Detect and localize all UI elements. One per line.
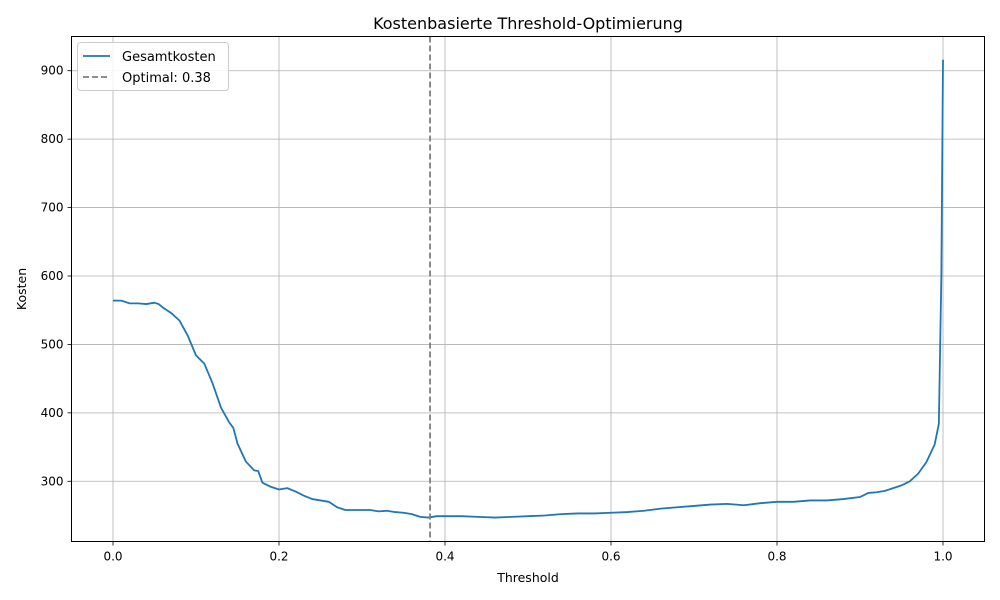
y-tick-label: 600 <box>41 269 64 283</box>
x-tick-label: 1.0 <box>933 550 952 564</box>
legend-box <box>77 42 229 91</box>
grid <box>71 36 985 542</box>
y-tick-label: 300 <box>41 474 64 488</box>
x-tick-label: 0.8 <box>767 550 786 564</box>
legend-label-optimal: Optimal: 0.38 <box>122 71 211 86</box>
x-tick-label: 0.0 <box>103 550 122 564</box>
y-tick-label: 900 <box>41 64 64 78</box>
x-axis: 0.0 0.2 0.4 0.6 0.8 1.0 <box>103 541 953 564</box>
plot-frame <box>71 36 985 542</box>
x-axis-label: Threshold <box>496 570 559 585</box>
y-tick-label: 400 <box>41 406 64 420</box>
y-tick-label: 500 <box>41 337 64 351</box>
chart-title: Kostenbasierte Threshold-Optimierung <box>373 14 683 33</box>
x-tick-label: 0.2 <box>269 550 288 564</box>
x-tick-label: 0.6 <box>601 550 620 564</box>
y-axis-label: Kosten <box>14 268 29 310</box>
gesamtkosten-line <box>113 59 944 519</box>
plot-lines <box>113 36 944 542</box>
x-tick-label: 0.4 <box>435 550 454 564</box>
y-tick-label: 800 <box>41 132 64 146</box>
y-axis: 300 400 500 600 700 800 900 <box>41 64 72 488</box>
y-tick-label: 700 <box>41 201 64 215</box>
legend-label-gesamtkosten: Gesamtkosten <box>122 50 216 65</box>
legend: Gesamtkosten Optimal: 0.38 <box>77 42 229 91</box>
